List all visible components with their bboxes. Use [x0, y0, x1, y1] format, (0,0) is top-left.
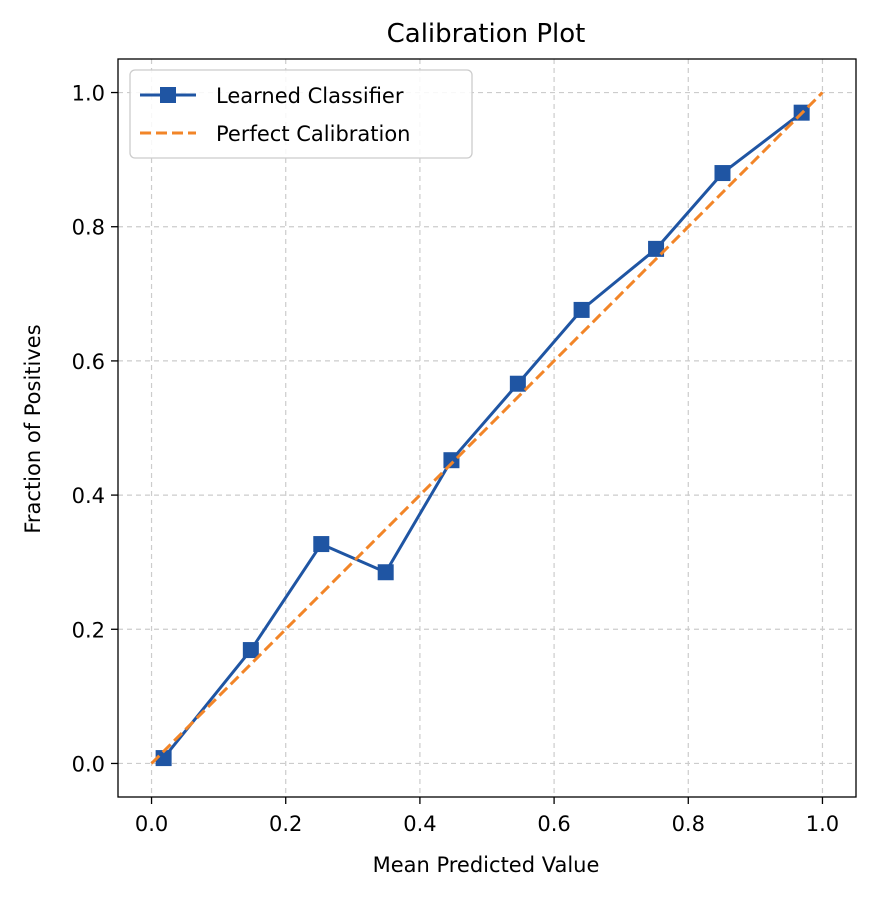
data-point-learned-classifier — [573, 301, 590, 318]
y-axis-label: Fraction of Positives — [21, 324, 45, 533]
x-axis-label: Mean Predicted Value — [373, 853, 600, 877]
x-tick-label: 1.0 — [806, 812, 839, 836]
y-tick-label: 0.4 — [72, 484, 105, 508]
grid — [118, 59, 856, 797]
x-tick-label: 0.6 — [537, 812, 570, 836]
data-point-learned-classifier — [714, 165, 731, 182]
legend-box — [129, 69, 473, 159]
x-tick-label: 0.2 — [269, 812, 302, 836]
data-point-learned-classifier — [242, 642, 259, 659]
plot-frame — [117, 58, 857, 798]
legend: Learned Classifier Perfect Calibration — [129, 69, 473, 159]
legend-label-perfect-calibration: Perfect Calibration — [216, 122, 411, 146]
legend-label-learned-classifier: Learned Classifier — [216, 84, 404, 108]
series-line-perfect-calibration — [150, 91, 824, 765]
x-axis-ticks: 0.0 0.2 0.4 0.6 0.8 1.0 — [135, 797, 839, 836]
chart-title: Calibration Plot — [387, 19, 586, 49]
series-layer — [150, 91, 824, 767]
x-tick-label: 0.4 — [403, 812, 436, 836]
data-point-learned-classifier — [155, 750, 172, 767]
series-line-learned-classifier — [162, 111, 803, 760]
y-tick-label: 1.0 — [72, 82, 105, 106]
y-tick-label: 0.8 — [72, 216, 105, 240]
data-point-learned-classifier — [313, 536, 330, 553]
legend-marker-learned-classifier — [160, 87, 176, 103]
y-axis-ticks: 0.0 0.2 0.4 0.6 0.8 1.0 — [72, 82, 118, 776]
data-point-learned-classifier — [443, 452, 460, 469]
x-tick-label: 0.0 — [135, 812, 168, 836]
y-tick-label: 0.0 — [72, 752, 105, 776]
y-tick-label: 0.2 — [72, 618, 105, 642]
data-point-learned-classifier — [377, 564, 394, 581]
y-tick-label: 0.6 — [72, 350, 105, 374]
x-tick-label: 0.8 — [672, 812, 705, 836]
data-point-learned-classifier — [509, 375, 526, 392]
